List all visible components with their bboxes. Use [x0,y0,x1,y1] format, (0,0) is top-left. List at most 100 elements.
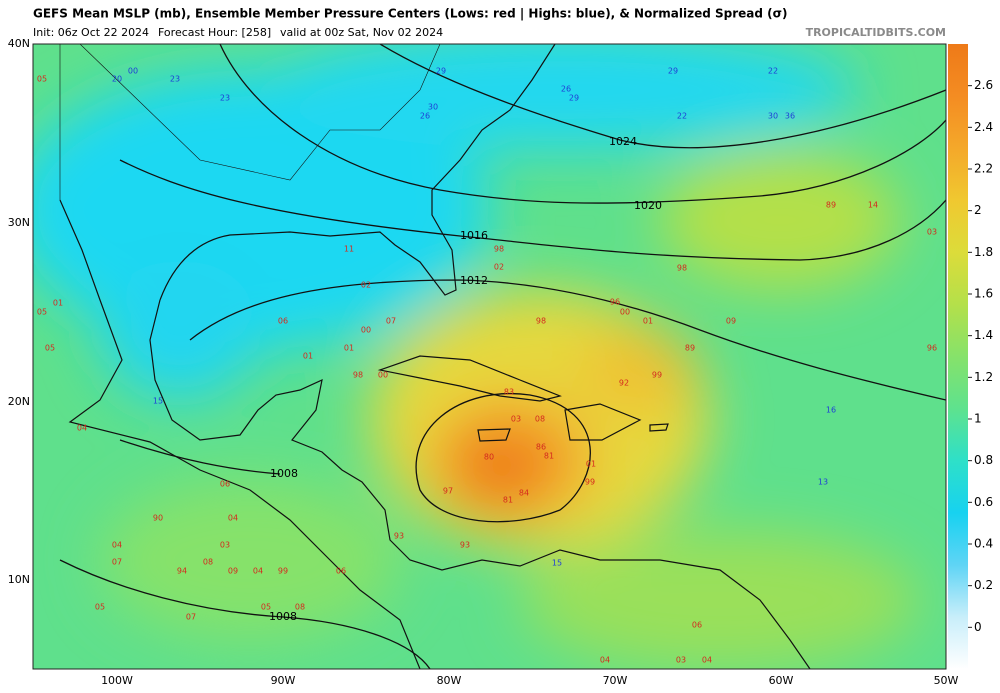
low-center: 03 [220,541,230,550]
low-center: 01 [344,344,354,353]
colorbar-tick-label: 0 [974,620,982,634]
colorbar-tick-label: 2.2 [974,162,993,176]
low-center: 98 [353,371,363,380]
forecast-hour: Forecast Hour: [258] [158,26,271,39]
high-center: 26 [420,112,430,121]
low-center: 93 [394,532,404,541]
low-center: 93 [460,541,470,550]
low-center: 11 [344,245,354,254]
low-center: 98 [677,264,687,273]
low-center: 04 [253,567,263,576]
low-center: 04 [228,514,238,523]
colorbar [948,44,968,669]
low-center: 98 [494,245,504,254]
high-center: 26 [561,85,571,94]
isobar-label: 1012 [460,274,488,287]
isobar-label: 1020 [634,199,662,212]
low-center: 03 [927,228,937,237]
valid-time: valid at 00z Sat, Nov 02 2024 [280,26,443,39]
low-center: 81 [503,496,513,505]
low-center: 04 [112,541,122,550]
lat-label: 10N [8,573,30,586]
low-center: 09 [228,567,238,576]
low-center: 06 [220,480,230,489]
lat-label: 40N [8,37,30,50]
low-center: 96 [927,344,937,353]
colorbar-tick-label: 2.6 [974,78,993,92]
low-center: 06 [336,567,346,576]
colorbar-tick-label: 1.4 [974,328,993,342]
low-center: 04 [600,656,610,665]
lon-label: 50W [934,674,959,687]
low-center: 89 [685,344,695,353]
title: GEFS Mean MSLP (mb), Ensemble Member Pre… [33,7,787,21]
low-center: 01 [643,317,653,326]
low-center: 81 [544,452,554,461]
colorbar-tick-label: 2.4 [974,120,993,134]
low-center: 80 [484,453,494,462]
high-center: 15 [153,397,163,406]
low-center: 06 [278,317,288,326]
high-center: 20 [112,75,122,84]
low-center: 02 [494,263,504,272]
low-center: 98 [536,317,546,326]
colorbar-tick-label: 1.2 [974,370,993,384]
spread-field [33,44,920,669]
isobar-label: 1008 [269,610,297,623]
low-center: 01 [303,352,313,361]
low-center: 01 [586,460,596,469]
low-center: 04 [702,656,712,665]
isobar-label: 1008 [270,467,298,480]
isobar-label: 1024 [609,135,637,148]
low-center: 97 [443,487,453,496]
high-center: 23 [170,75,180,84]
map-frame [32,43,947,670]
low-center: 09 [726,317,736,326]
low-center: 08 [203,558,213,567]
colorbar-tick-label: 1.8 [974,245,993,259]
low-center: 01 [53,299,63,308]
high-center: 22 [677,112,687,121]
high-center: 22 [768,67,778,76]
low-center: 83 [504,388,514,397]
low-center: 03 [676,656,686,665]
lat-label: 20N [8,395,30,408]
low-center: 99 [652,371,662,380]
lon-label: 90W [271,674,296,687]
low-center: 05 [37,75,47,84]
low-center: 08 [295,603,305,612]
low-center: 00 [378,371,388,380]
low-center: 03 [511,415,521,424]
source: TROPICALTIDBITS.COM [806,26,946,39]
low-center: 99 [278,567,288,576]
high-center: 29 [569,94,579,103]
low-center: 05 [37,308,47,317]
low-center: 02 [361,281,371,290]
init: Init: 06z Oct 22 2024 [33,26,149,39]
low-center: 00 [361,326,371,335]
high-center: 15 [552,559,562,568]
colorbar-tick-label: 0.6 [974,495,993,509]
low-center: 08 [535,415,545,424]
colorbar-tick-label: 1.6 [974,287,993,301]
colorbar-tick-label: 0.8 [974,453,993,467]
isobar-label: 1016 [460,229,488,242]
low-center: 99 [585,478,595,487]
high-center: 30 [428,103,438,112]
low-center: 00 [620,308,630,317]
colorbar-tick-label: 1 [974,412,982,426]
low-center: 05 [95,603,105,612]
colorbar-tick-label: 0.4 [974,537,993,551]
high-center: 16 [826,406,836,415]
low-center: 96 [610,298,620,307]
high-center: 36 [785,112,795,121]
lat-label: 30N [8,216,30,229]
low-center: 86 [536,443,546,452]
high-center: 29 [436,67,446,76]
high-center: 13 [818,478,828,487]
low-center: 06 [692,621,702,630]
colorbar-tick-label: 2 [974,203,982,217]
low-center: 07 [386,317,396,326]
lon-label: 80W [437,674,462,687]
